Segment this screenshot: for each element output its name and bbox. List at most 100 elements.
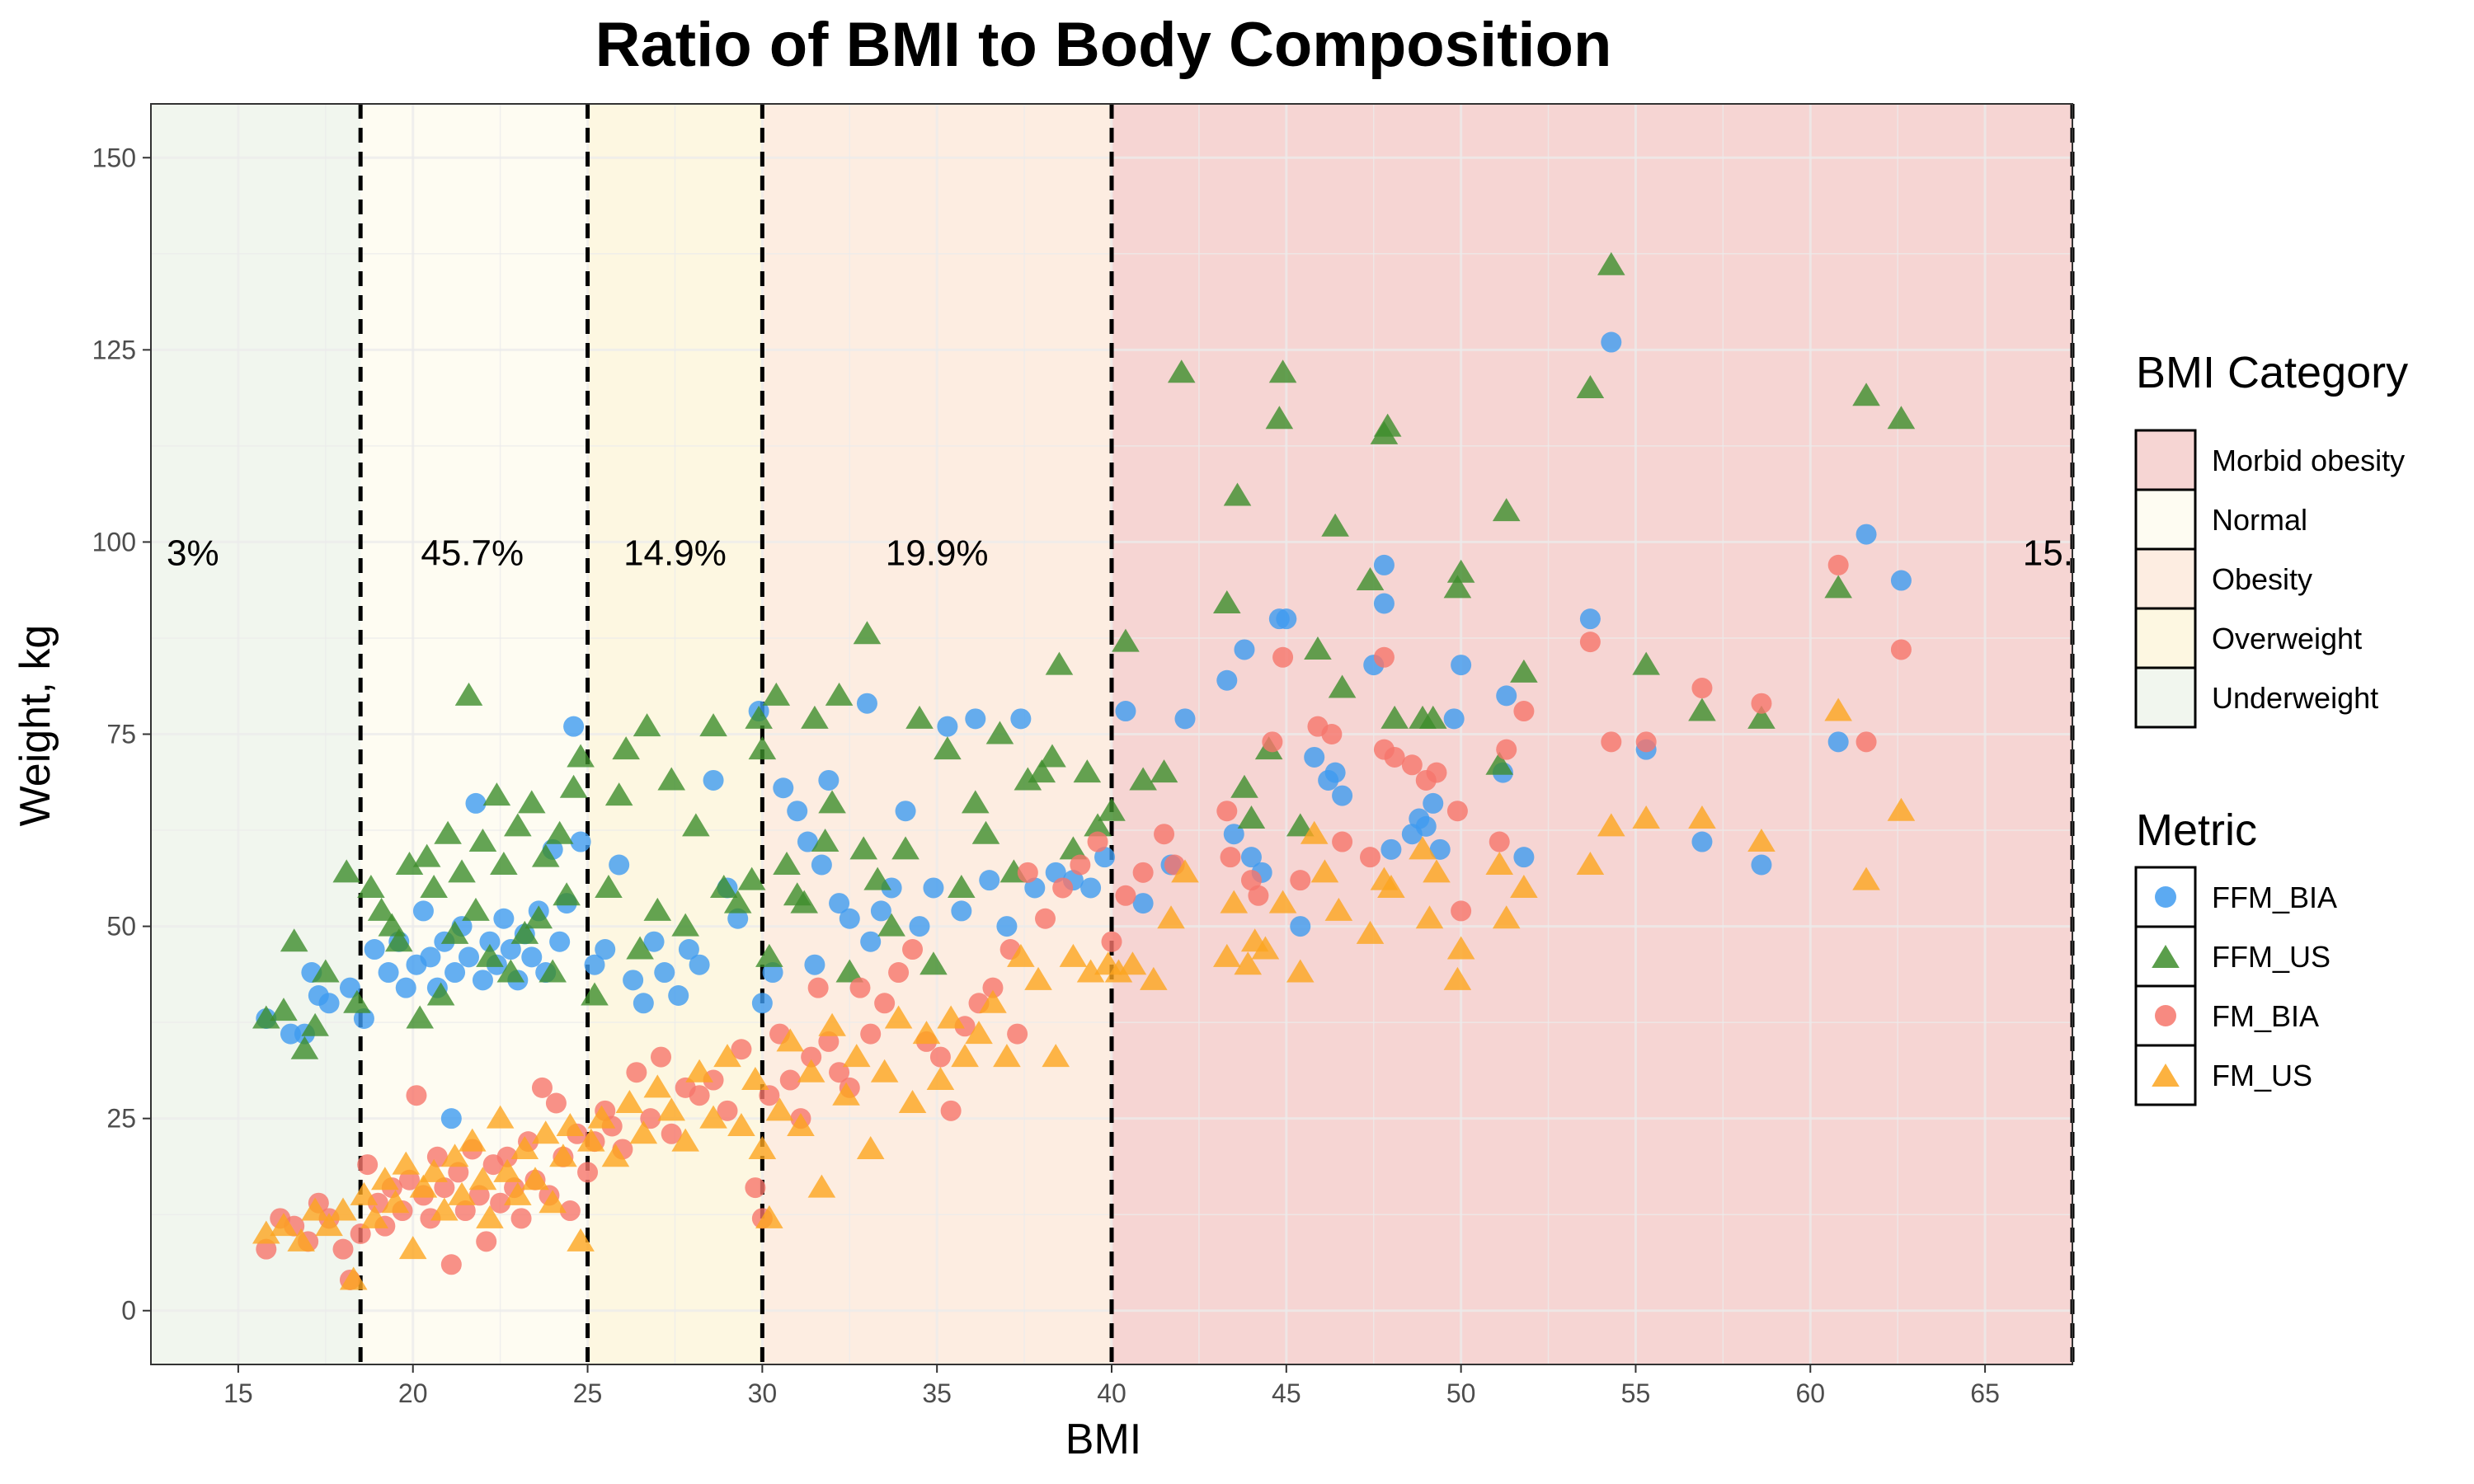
point-fm-bia [779,1069,801,1091]
point-fm-us [493,1158,521,1182]
point-ffm-bia [773,777,794,799]
legend-title-metric: Metric [2136,805,2257,855]
axes: 15 20 25 30 35 40 45 50 55 60 65 0 25 50 75 100 125 150 [92,143,2000,1408]
point-ffm-us [504,813,532,837]
point-ffm-us [948,874,976,898]
point-ffm-bia [412,900,434,922]
point-ffm-us [434,820,462,844]
point-fm-bia [1220,847,1241,868]
point-ffm-bia [1223,824,1244,845]
point-fm-us [458,1128,487,1152]
point-ffm-us [1167,359,1196,383]
point-fm-bia [717,1100,738,1121]
point-ffm-bia [818,769,840,791]
band-percent-labels: 3% 45.7% 14.9% 19.9% 15. [167,533,2072,573]
point-ffm-bia [689,954,710,975]
point-fm-bia [860,1023,882,1045]
point-fm-bia [398,1169,420,1190]
point-fm-us [1446,936,1475,960]
point-fm-us [1887,797,1916,821]
point-ffm-us [1112,628,1140,652]
point-fm-us [898,1090,927,1114]
point-fm-us [629,1120,658,1144]
point-fm-bia [1070,854,1091,876]
point-fm-bia [1132,862,1154,883]
point-fm-bia [759,1085,780,1106]
point-ffm-us [755,943,783,967]
point-ffm-us [1286,813,1315,837]
point-ffm-bia [1443,708,1465,730]
point-ffm-us [252,1005,280,1029]
point-ffm-us [531,843,560,867]
x-tick-label: 45 [1272,1378,1301,1408]
point-fm-bia [1101,931,1122,952]
point-fm-us [329,1197,357,1221]
point-fm-us [1042,1044,1070,1068]
point-fm-us [315,1213,343,1237]
point-ffm-us [448,859,476,883]
point-fm-bia [1446,801,1468,822]
point-ffm-bia [703,769,724,791]
point-ffm-us [604,782,633,806]
legend-key-morbid-obesity [2134,429,2197,491]
point-ffm-us [1073,759,1102,783]
point-fm-us [486,1105,515,1129]
point-ffm-bia [856,693,877,714]
point-fm-bia [256,1238,277,1260]
point-fm-us [1409,836,1437,860]
legend-label-ffm-us: FFM_US [2212,940,2331,974]
point-ffm-us [1492,498,1521,522]
x-axis-title: BMI [1065,1416,1141,1463]
point-fm-bia [332,1238,354,1260]
legend-label-morbid-obesity: Morbid obesity [2212,444,2405,477]
legend-key-overweight [2134,607,2197,669]
point-fm-us [371,1167,399,1190]
point-ffm-bia [364,939,385,960]
point-fm-us [965,1021,993,1045]
point-ffm-us [1014,767,1042,791]
point-ffm-us [1852,383,1880,406]
point-ffm-us [1321,513,1349,537]
point-ffm-bia [1601,331,1622,353]
point-ffm-us [1268,359,1297,383]
point-ffm-bia [1115,701,1136,722]
point-fm-us [1310,859,1339,883]
point-fm-us [615,1090,644,1114]
point-ffm-us [1747,705,1776,729]
point-ffm-us [1824,575,1852,599]
point-fm-us [1415,905,1444,929]
point-ffm-us [1510,659,1538,683]
point-ffm-us [682,813,710,837]
point-fm-us [884,1005,913,1029]
point-ffm-us [934,736,962,760]
point-fm-us [1597,813,1625,837]
point-ffm-us [905,705,934,729]
point-fm-bia [982,977,1004,998]
point-ffm-us [1443,575,1472,599]
band-percent-label: 19.9% [886,533,989,573]
point-ffm-us [612,736,640,760]
point-fm-us [979,989,1007,1013]
point-fm-bia [1856,731,1877,753]
point-fm-us [448,1181,476,1205]
point-fm-us [926,1067,955,1091]
x-tick-label: 50 [1446,1378,1476,1408]
point-fm-us [1324,897,1353,921]
point-fm-bia [1601,731,1622,753]
point-fm-bia [1052,877,1074,899]
point-fm-us [576,1128,605,1152]
point-ffm-bia [895,801,916,822]
point-ffm-bia [1429,838,1451,860]
legend-label-normal: Normal [2212,503,2307,537]
point-ffm-us [1223,482,1252,506]
point-fm-bia [1154,824,1175,845]
point-ffm-us [545,820,574,844]
y-axis-title: Weight, kg [12,625,59,827]
point-ffm-bia [787,801,808,822]
legend-circle-marker [2155,1005,2176,1026]
point-fm-bia [1272,646,1294,668]
point-fm-us [951,1044,979,1068]
point-ffm-us [801,705,829,729]
x-tick-label: 40 [1097,1378,1126,1408]
point-ffm-us [1084,813,1112,837]
